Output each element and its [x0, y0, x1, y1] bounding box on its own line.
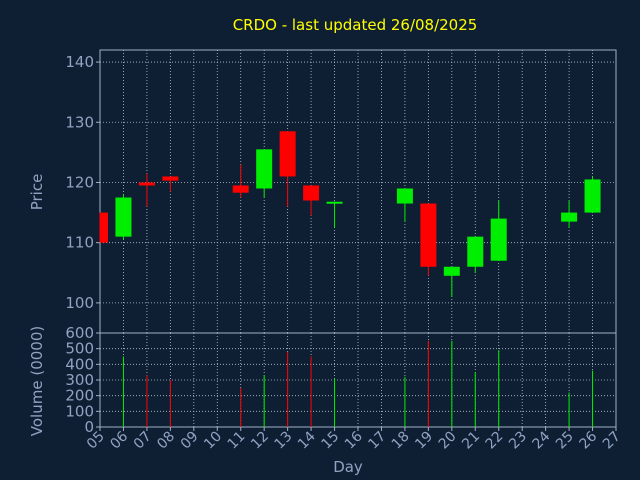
- volume-tick-label: 400: [65, 355, 94, 373]
- candle-body: [396, 188, 413, 204]
- candle-body: [326, 201, 343, 204]
- volume-tick-label: 600: [65, 324, 94, 342]
- price-tick-label: 140: [65, 53, 94, 71]
- candle-body: [561, 212, 578, 222]
- candle-body: [490, 218, 507, 261]
- candle-body: [138, 182, 155, 186]
- candle-body: [303, 185, 320, 201]
- volume-bars: [122, 340, 594, 427]
- price-tick-label: 120: [65, 173, 94, 191]
- price-tick-label: 110: [65, 234, 94, 252]
- x-axis: 05 06 07 08 09 10 11 12 13 14 15 16 17 18 19 20 21 22 23 24…: [84, 427, 624, 452]
- candle-body: [420, 203, 437, 267]
- candle-body: [467, 236, 484, 267]
- volume-tick-label: 100: [65, 402, 94, 420]
- price-axis-label: Price: [28, 174, 46, 211]
- x-axis-label: Day: [333, 458, 363, 476]
- candle-body: [232, 185, 249, 193]
- candle-body: [256, 149, 273, 189]
- volume-axis-label: Volume (0000): [28, 326, 46, 436]
- candle-body: [443, 266, 460, 276]
- price-axis: 100 110 120 130 140: [65, 53, 100, 312]
- price-tick-label: 100: [65, 294, 94, 312]
- price-tick-label: 130: [65, 113, 94, 131]
- volume-tick-label: 200: [65, 387, 94, 405]
- candle-body: [100, 212, 108, 243]
- volume-grid: [100, 333, 616, 427]
- volume-tick-label: 0: [84, 418, 94, 436]
- volume-tick-label: 300: [65, 371, 94, 389]
- candles: [99, 131, 601, 297]
- chart-title: CRDO - last updated 26/08/2025: [233, 16, 478, 34]
- candle-body: [584, 179, 601, 213]
- volume-tick-label: 500: [65, 340, 94, 358]
- candle-body: [162, 176, 179, 181]
- candle-body: [279, 131, 296, 177]
- candle-body: [115, 197, 132, 237]
